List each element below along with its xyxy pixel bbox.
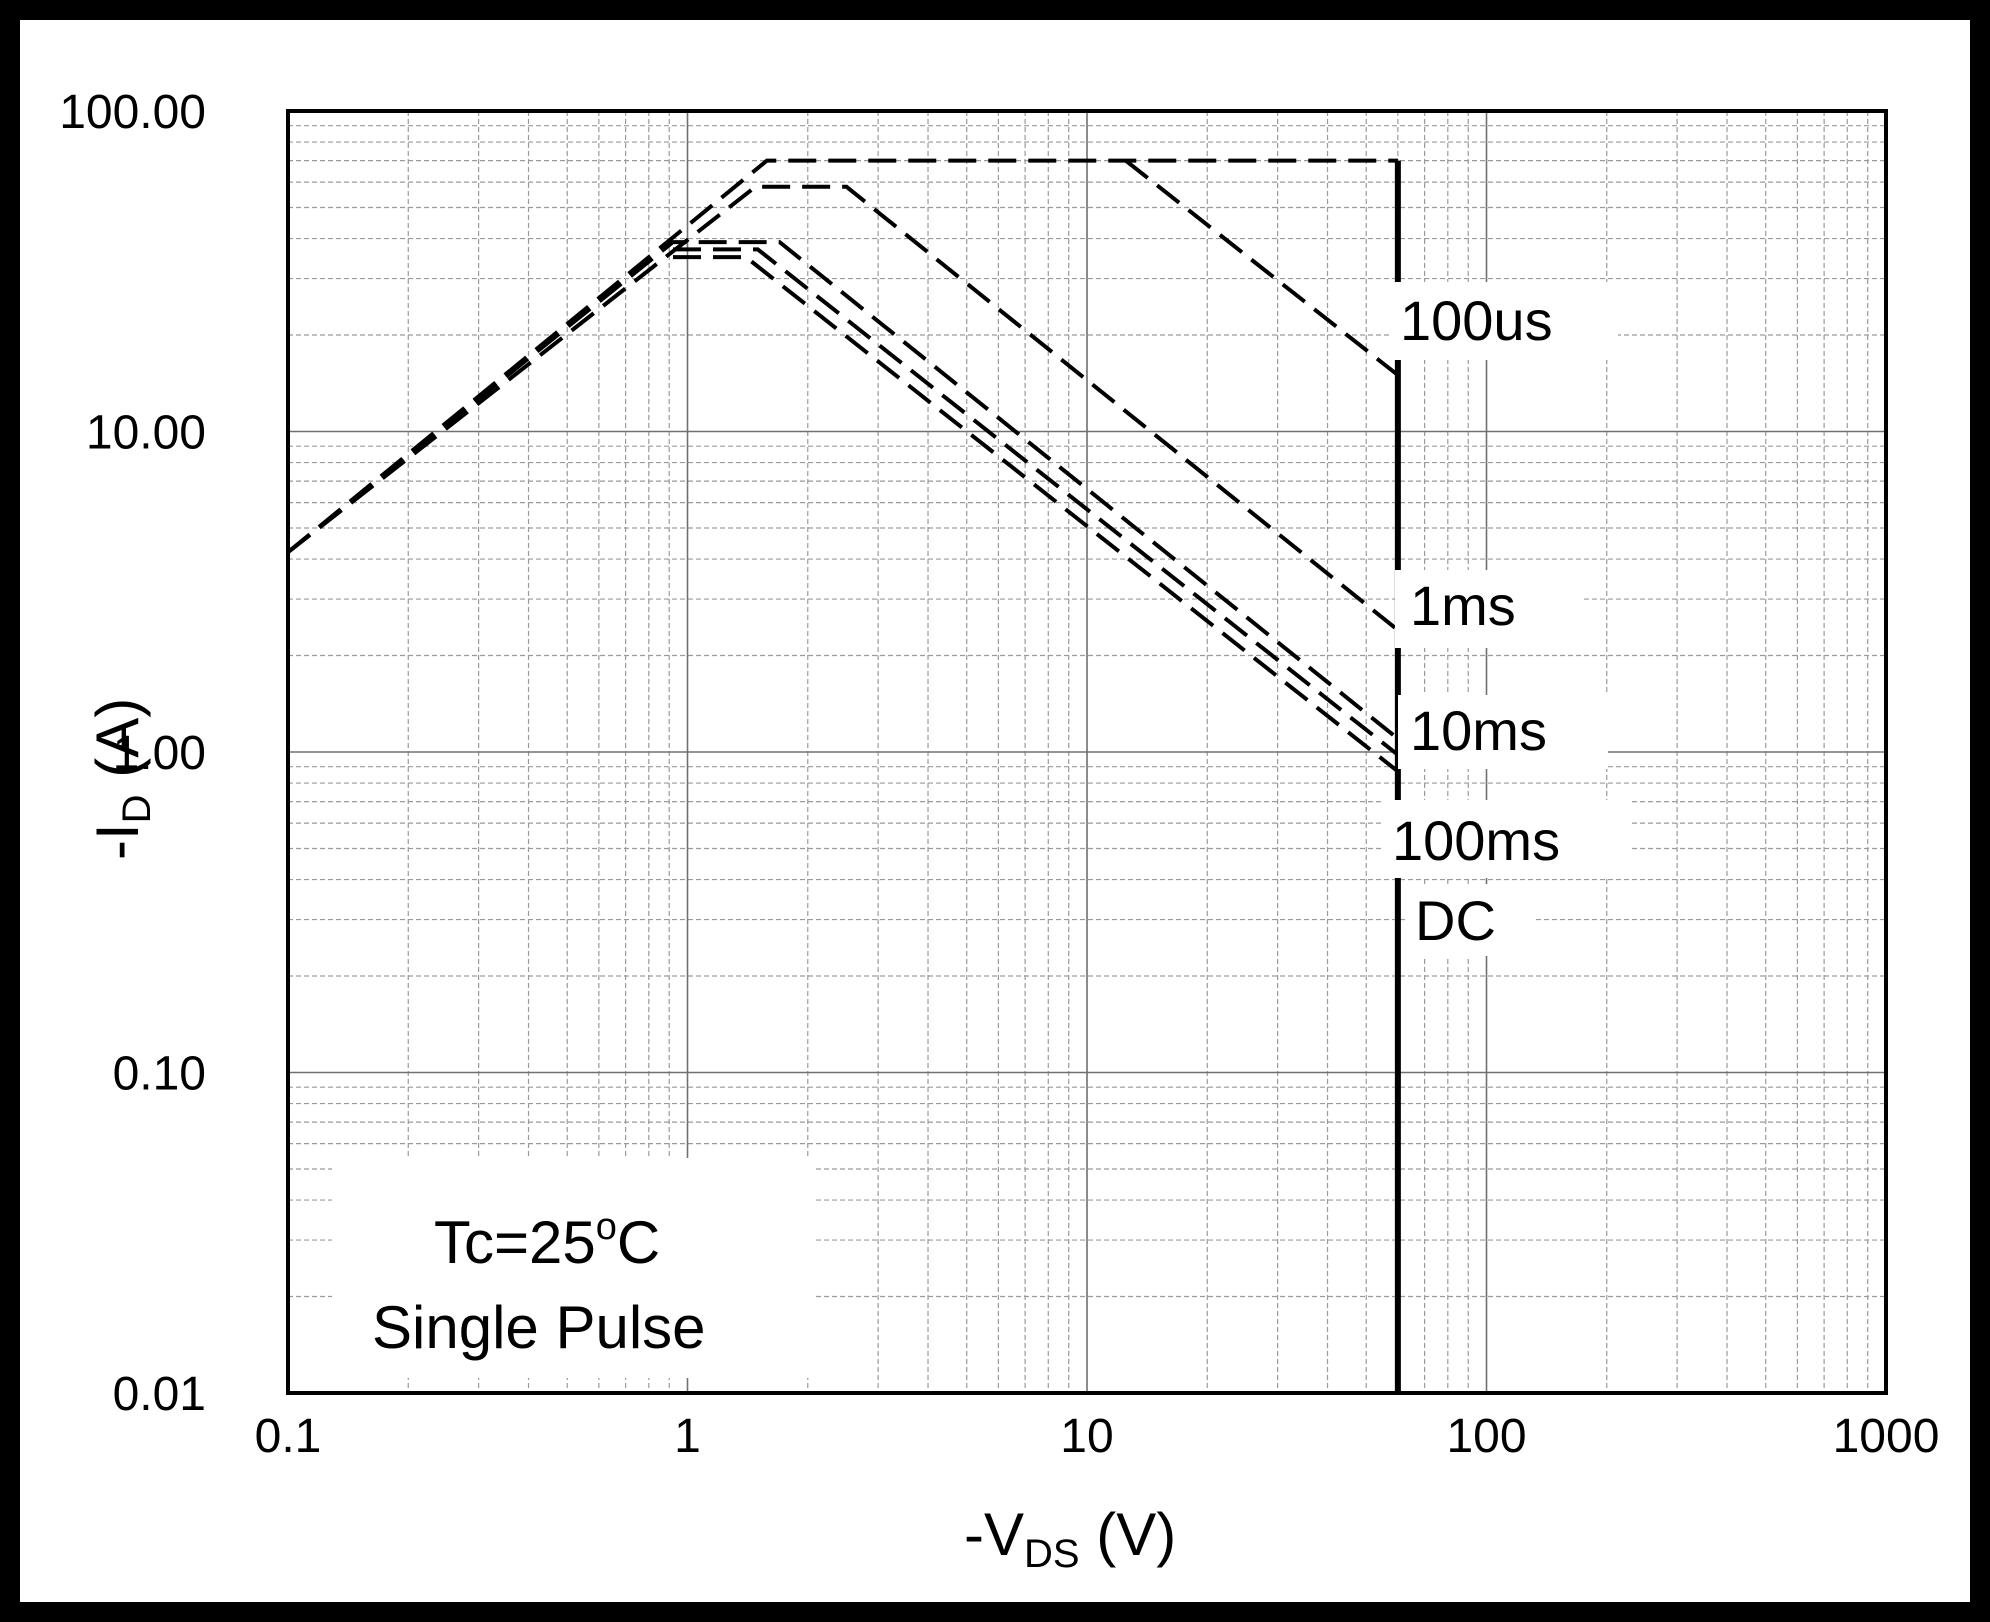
x-axis-title: -VDS (V) <box>964 1501 1176 1576</box>
series-label-100ms: 100ms <box>1392 809 1560 872</box>
label-box-10ms <box>1398 695 1608 769</box>
x-tick-label: 10 <box>1060 1410 1113 1463</box>
note-box <box>332 1158 814 1378</box>
y-tick-label: 100.00 <box>59 86 206 139</box>
y-axis-title: -ID (A) <box>84 698 159 860</box>
x-tick-label: 0.1 <box>255 1410 322 1463</box>
label-box-1ms <box>1395 570 1583 648</box>
series-100ms-curve <box>673 247 1400 757</box>
x-tick-label: 100 <box>1446 1410 1526 1463</box>
chart-frame: 0.1 1 10 100 1000 0.01 0.10 1.00 10.00 100.00 10… <box>20 20 1970 1602</box>
note-temp-unit: C <box>617 1209 660 1276</box>
y-title-prefix: -I <box>84 823 151 860</box>
x-title-sub: DS <box>1024 1532 1080 1576</box>
series-10ms-curve <box>286 240 1400 741</box>
series-label-1ms: 1ms <box>1410 574 1516 637</box>
series-100us-limit-curve <box>1124 159 1400 377</box>
series-label-100us: 100us <box>1400 289 1553 352</box>
x-tick-label: 1000 <box>1833 1410 1940 1463</box>
note-temp-prefix: Tc=25 <box>434 1209 596 1276</box>
label-box-100us <box>1390 282 1618 360</box>
y-tick-label: 0.10 <box>113 1048 206 1101</box>
y-tick-label: 1.00 <box>113 727 206 780</box>
y-tick-label: 0.01 <box>113 1368 206 1421</box>
note-degree-symbol: o <box>596 1206 617 1248</box>
x-tick-label: 1 <box>674 1410 701 1463</box>
y-tick-label: 10.00 <box>86 407 206 460</box>
x-tick-labels: 0.1 1 10 100 1000 <box>255 1410 1940 1463</box>
x-title-suffix: (V) <box>1080 1501 1177 1568</box>
plot-border <box>286 109 1888 1395</box>
note-line2: Single Pulse <box>372 1294 706 1361</box>
series-1ms-curve <box>286 184 1400 632</box>
series-group <box>286 158 1400 773</box>
y-tick-labels: 0.01 0.10 1.00 10.00 100.00 <box>59 86 206 1421</box>
note-line1: Tc=25oC <box>434 1206 660 1276</box>
series-label-dc: DC <box>1415 889 1496 952</box>
label-box-100ms <box>1382 800 1630 878</box>
y-title-suffix: (A) <box>84 698 151 795</box>
series-label-10ms: 10ms <box>1410 699 1547 762</box>
soa-chart: 0.1 1 10 100 1000 0.01 0.10 1.00 10.00 100.00 10… <box>20 20 1970 1602</box>
label-box-dc <box>1405 884 1535 956</box>
y-title-sub: D <box>115 794 159 823</box>
x-title-prefix: -V <box>964 1501 1024 1568</box>
series-dc-curve <box>673 255 1400 773</box>
